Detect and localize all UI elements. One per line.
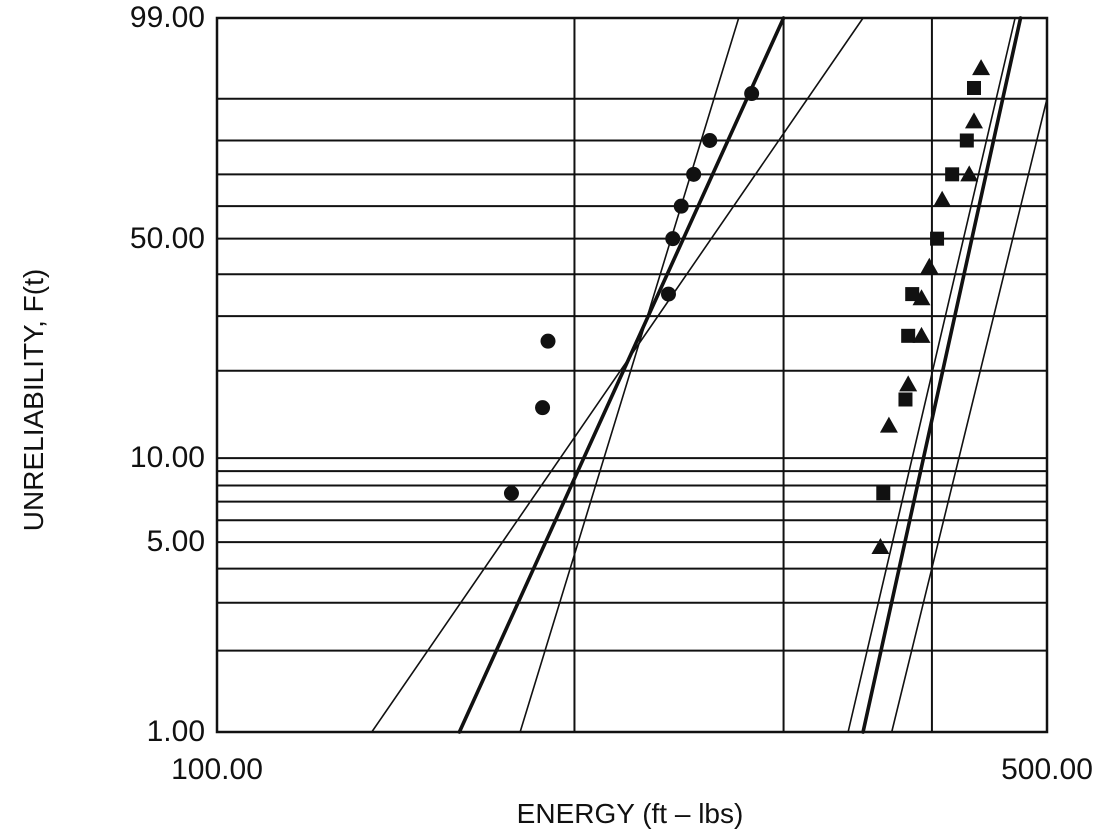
fit-line [847,17,1016,733]
fit-line [370,17,864,733]
x-tick-label: 500.00 [1001,753,1093,786]
data-point-triangle [933,190,952,207]
data-point-square [930,231,945,246]
fit-line [519,17,740,733]
vertical-gridlines [573,18,933,732]
data-point-square [898,392,913,407]
horizontal-gridlines [217,97,1047,652]
data-point-square [876,486,891,501]
y-tick-label: 50.00 [129,221,205,255]
data-point-circle [665,231,681,247]
x-tick-label: 100.00 [171,753,263,786]
data-point-square [959,133,974,148]
data-point-circle [660,286,676,302]
data-point-triangle [871,537,890,554]
y-axis-title: UNRELIABILITY, F(t) [18,268,49,532]
data-point-triangle [879,416,898,433]
data-point-triangle [960,165,979,182]
data-point-triangle [964,112,983,129]
data-point-triangle [920,257,939,274]
data-point-triangle [972,59,991,76]
data-point-square [966,80,981,95]
data-point-circle [686,166,702,182]
y-tick-label: 1.00 [146,715,205,748]
y-tick-label: 10.00 [129,441,205,475]
y-tick-label: 99.00 [129,1,205,34]
data-point-triangle [899,375,918,392]
data-point-circle [744,86,760,102]
fit-line [890,97,1048,733]
data-point-square [945,167,960,182]
fit-line-bold [861,16,1023,734]
data-point-triangle [912,326,931,343]
data-point-square [905,287,920,302]
fit-line-bold [457,16,786,734]
data-point-circle [503,485,519,501]
data-point-circle [535,400,551,416]
data-points [503,59,991,554]
data-point-circle [673,198,689,214]
plot-frame [215,16,1049,734]
data-point-circle [702,133,718,149]
fit-lines [370,16,1048,734]
x-axis-title: ENERGY (ft – lbs) [516,798,744,829]
data-point-triangle [912,289,931,306]
y-tick-label: 5.00 [146,525,205,559]
data-point-square [901,328,916,343]
data-point-circle [540,333,556,349]
